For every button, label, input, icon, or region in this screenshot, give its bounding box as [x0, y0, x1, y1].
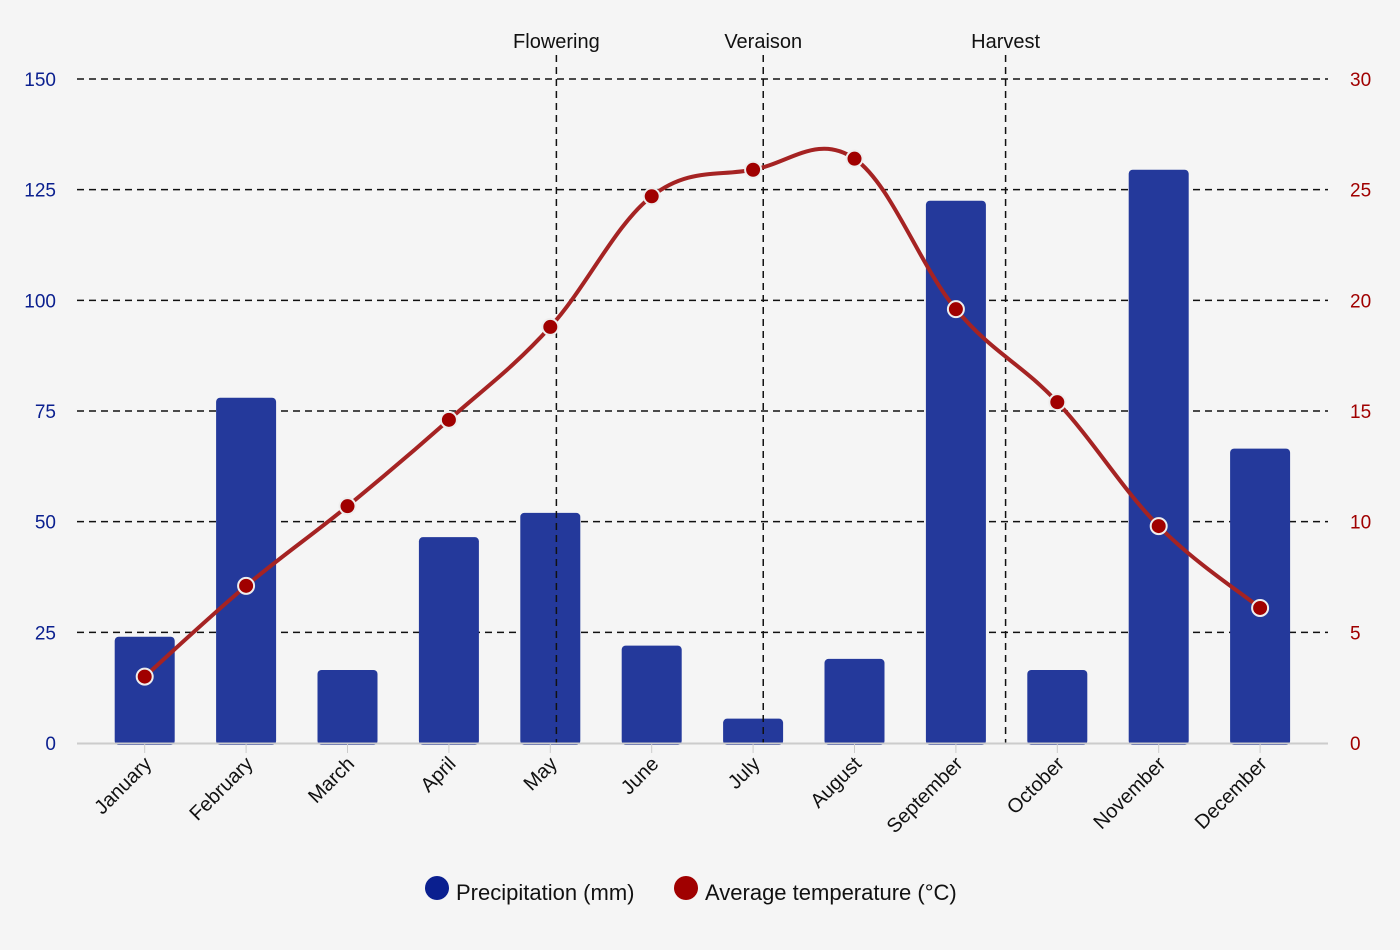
y-left-tick-label: 100	[24, 291, 56, 312]
temperature-marker	[642, 187, 661, 206]
plot-line-label: Veraison	[724, 31, 802, 53]
plot-line-label: Harvest	[971, 31, 1040, 53]
x-tick-label: June	[617, 753, 663, 799]
x-tick-label: September	[883, 753, 968, 838]
legend-temperature-label: Average temperature (°C)	[705, 880, 957, 905]
x-tick-label: February	[185, 753, 257, 825]
precipitation-bar	[824, 658, 885, 745]
y-left-tick-label: 50	[35, 513, 56, 534]
temperature-line	[135, 146, 1270, 686]
x-tick-label: October	[1003, 753, 1069, 819]
x-tick-label: March	[304, 753, 359, 808]
precipitation-bar	[418, 537, 479, 745]
temperature-line-path	[143, 146, 1262, 679]
x-tick-label: May	[520, 753, 562, 795]
legend-precipitation-icon	[425, 876, 449, 900]
y-right-tick-label: 20	[1350, 291, 1371, 312]
legend-temperature-icon	[674, 876, 698, 900]
temperature-marker	[845, 149, 864, 168]
y-right-tick-label: 15	[1350, 402, 1371, 423]
y-left-tick-label: 150	[24, 70, 56, 91]
precipitation-bar	[216, 397, 277, 745]
x-tick-label: January	[90, 753, 156, 819]
temperature-marker	[439, 410, 458, 429]
legend-precipitation-label: Precipitation (mm)	[456, 880, 634, 905]
y-left-tick-label: 75	[35, 402, 56, 423]
legend[interactable]: Precipitation (mm) Average temperature (°…	[425, 876, 957, 905]
x-tick-label: November	[1089, 753, 1170, 834]
y-right-tick-label: 10	[1350, 513, 1371, 534]
y-right-tick-label: 30	[1350, 70, 1371, 91]
y-right-tick-label: 0	[1350, 734, 1361, 755]
x-tick-label: April	[417, 753, 461, 797]
y-right-tick-label: 5	[1350, 623, 1361, 644]
temperature-marker	[338, 497, 357, 516]
temperature-marker	[135, 667, 154, 686]
plot-line-label: Flowering	[513, 31, 600, 53]
precipitation-bar	[520, 512, 581, 745]
precipitation-bar	[1027, 669, 1088, 745]
temperature-marker	[541, 317, 560, 336]
plot-lines: Flowering Veraison Harvest	[513, 31, 1040, 743]
temperature-marker	[1149, 517, 1168, 536]
temperature-marker	[237, 576, 256, 595]
temperature-marker	[1048, 393, 1067, 412]
y-left-tick-label: 125	[24, 181, 56, 202]
precipitation-bar	[114, 636, 175, 745]
grid-lines	[77, 78, 1328, 634]
x-tick-label: July	[724, 753, 765, 794]
y-right-tick-label: 25	[1350, 181, 1371, 202]
temperature-marker	[744, 160, 763, 179]
x-tick-label: December	[1191, 753, 1272, 834]
precipitation-bars	[114, 169, 1291, 745]
temperature-marker	[1251, 598, 1270, 617]
precipitation-bar	[723, 718, 784, 745]
precipitation-bar	[1230, 448, 1291, 745]
y-left-tick-label: 0	[45, 734, 56, 755]
precipitation-bar	[621, 645, 682, 745]
x-tick-label: August	[806, 753, 866, 813]
temperature-marker	[946, 300, 965, 319]
precipitation-bar	[317, 669, 378, 745]
y-left-tick-label: 25	[35, 623, 56, 644]
precipitation-bar	[925, 200, 986, 745]
precipitation-bar	[1128, 169, 1189, 745]
